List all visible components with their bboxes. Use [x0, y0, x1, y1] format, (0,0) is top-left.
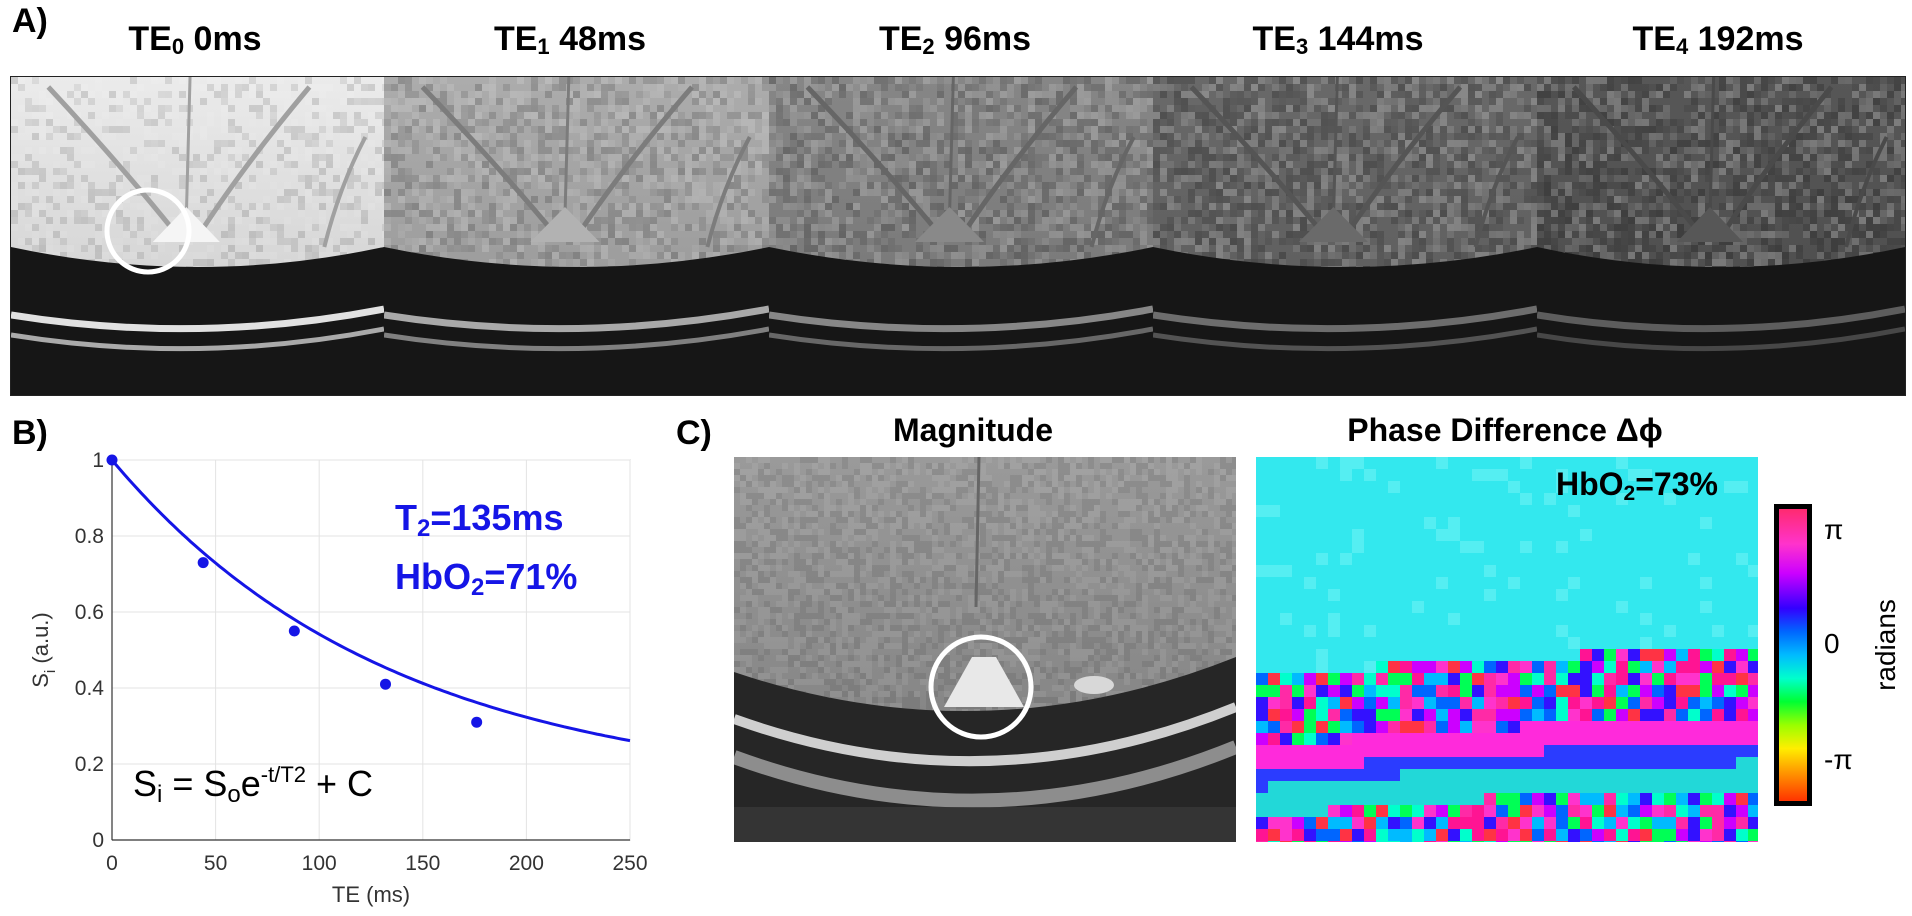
y-tick-label: 0 [92, 829, 104, 852]
x-tick-label: 0 [106, 852, 118, 875]
echo-title-1: TE1 48ms [493, 20, 647, 59]
data-point [106, 454, 118, 466]
echo-image-strip [10, 76, 1906, 396]
decay-equation: Si = Soe-t/T2 + C [133, 762, 374, 808]
hbo2-value-line: HbO2=71% [395, 556, 578, 601]
echo-frame-4 [1537, 77, 1905, 395]
x-tick-label: 200 [509, 852, 544, 875]
x-tick-label: 250 [612, 852, 647, 875]
t2-annotation: T2=135ms HbO2=71% [395, 494, 577, 612]
y-tick-label: 0.2 [75, 753, 104, 776]
data-point [380, 678, 392, 690]
y-tick-label: 0.6 [75, 601, 104, 624]
y-axis-label: Si (a.u.) [28, 612, 59, 688]
data-point [471, 716, 483, 728]
fit-curve [110, 459, 631, 743]
magnitude-title: Magnitude [893, 412, 1053, 448]
colorbar-tick-pi: π [1824, 514, 1844, 545]
echo-frame-0 [11, 77, 384, 395]
echo-title-2: TE2 96ms [878, 20, 1032, 59]
x-tick-label: 150 [405, 852, 440, 875]
panel-c-label: C) [676, 414, 712, 452]
colorbar-tick-zero: 0 [1824, 628, 1840, 659]
phase-map-image [1256, 457, 1758, 842]
y-tick-label: 1 [92, 449, 104, 472]
x-tick-label: 50 [204, 852, 227, 875]
plot-area [111, 459, 631, 841]
colorbar-label: radians [1870, 599, 1901, 691]
x-axis-label: TE (ms) [332, 882, 410, 907]
echo-title-0: TE0 0ms [128, 20, 262, 59]
echo-frame-3 [1153, 77, 1537, 395]
colorbar-tick-neg-pi: -π [1824, 744, 1853, 775]
panel-b-label: B) [12, 414, 48, 452]
y-tick-label: 0.4 [75, 677, 105, 700]
phase-colorbar [1774, 504, 1812, 806]
data-point [288, 625, 300, 637]
echo-frame-2 [769, 77, 1153, 395]
t2-value-line: T2=135ms [395, 497, 564, 542]
x-tick-label: 100 [302, 852, 337, 875]
echo-frame-1 [384, 77, 769, 395]
echo-title-3: TE3 144ms [1252, 20, 1424, 59]
t2-decay-chart: 0 50 100 150 200 250 0 0.2 0.4 0.6 0.8 1 TE (ms) Si (… [28, 449, 648, 907]
panel-a-label: A) [12, 2, 48, 40]
data-point [197, 557, 209, 569]
phase-difference-title: Phase Difference Δϕ [1347, 412, 1663, 448]
magnitude-image [734, 457, 1236, 842]
phase-hbo2-label: HbO2=73% [1556, 466, 1718, 505]
echo-title-4: TE4 192ms [1632, 20, 1804, 59]
y-tick-label: 0.8 [75, 525, 104, 548]
